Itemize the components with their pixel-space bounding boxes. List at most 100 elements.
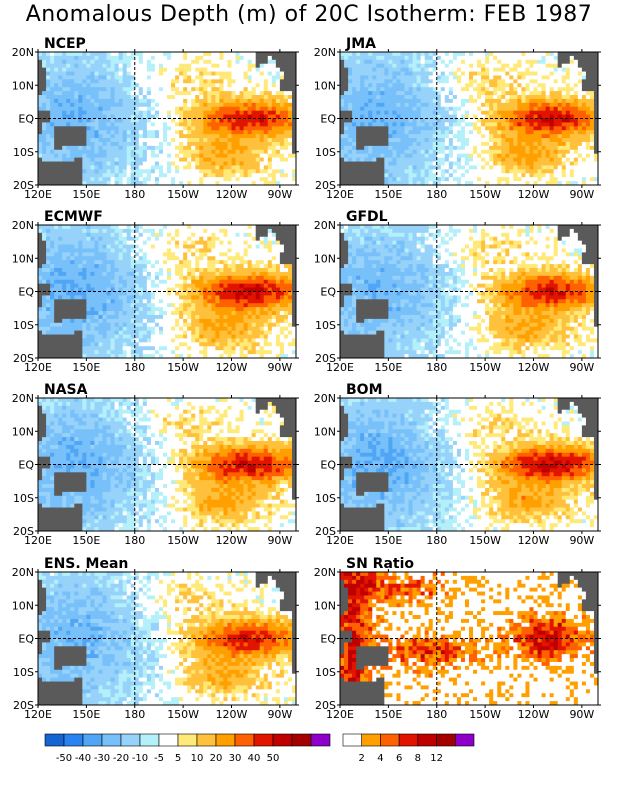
heatmap-cell xyxy=(537,181,543,185)
heatmap-cell xyxy=(501,181,506,185)
heatmap-cell xyxy=(142,157,148,163)
heatmap-cell xyxy=(110,244,116,250)
heatmap-cell xyxy=(267,232,273,238)
heatmap-cell xyxy=(501,126,506,131)
heatmap-cell xyxy=(593,181,598,185)
heatmap-cell xyxy=(239,106,245,112)
heatmap-cell xyxy=(203,161,208,167)
heatmap-cell xyxy=(142,83,148,88)
heatmap-cell xyxy=(175,260,180,265)
heatmap-cell xyxy=(408,138,414,143)
heatmap-cell xyxy=(219,138,225,143)
heatmap-cell xyxy=(376,141,381,147)
heatmap-cell xyxy=(521,102,527,108)
heatmap-cell xyxy=(565,130,571,135)
heatmap-cell xyxy=(62,248,67,253)
heatmap-cell xyxy=(340,114,345,120)
heatmap-cell xyxy=(54,83,59,88)
heatmap-cell xyxy=(154,141,160,147)
heatmap-cell xyxy=(537,95,543,100)
heatmap-cell xyxy=(428,59,434,65)
heatmap-cell xyxy=(436,91,442,96)
heatmap-cell xyxy=(444,71,450,77)
heatmap-cell xyxy=(175,79,180,84)
heatmap-cell xyxy=(275,228,281,234)
heatmap-cell xyxy=(66,153,71,159)
heatmap-cell xyxy=(255,79,261,84)
heatmap-cell xyxy=(114,134,120,139)
heatmap-cell xyxy=(74,83,79,88)
heatmap-cell xyxy=(195,122,200,127)
heatmap-cell xyxy=(199,59,204,65)
heatmap-cell xyxy=(46,75,51,80)
heatmap-cell xyxy=(78,149,83,155)
heatmap-cell xyxy=(110,71,116,77)
heatmap-cell xyxy=(577,67,583,73)
heatmap-cell xyxy=(593,106,598,112)
heatmap-cell xyxy=(167,248,172,253)
heatmap-cell xyxy=(271,63,277,69)
heatmap-cell xyxy=(38,59,43,65)
heatmap-cell xyxy=(436,102,442,108)
heatmap-cell xyxy=(279,256,285,261)
heatmap-cell xyxy=(195,138,200,143)
heatmap-cell xyxy=(356,55,361,61)
heatmap-cell xyxy=(195,153,200,159)
heatmap-cell xyxy=(392,141,398,147)
heatmap-cell xyxy=(352,153,357,159)
heatmap-cell xyxy=(569,134,575,139)
heatmap-cell xyxy=(179,225,184,230)
heatmap-cell xyxy=(70,165,75,170)
heatmap-cell xyxy=(283,240,289,246)
heatmap-cell xyxy=(545,63,551,69)
heatmap-cell xyxy=(215,98,221,104)
heatmap-cell xyxy=(271,138,277,143)
heatmap-cell xyxy=(38,75,43,80)
heatmap-cell xyxy=(126,71,132,77)
heatmap-cell xyxy=(86,79,92,84)
heatmap-cell xyxy=(460,106,466,112)
heatmap-cell xyxy=(432,79,438,84)
heatmap-cell xyxy=(481,165,486,170)
heatmap-cell xyxy=(62,157,67,163)
heatmap-cell xyxy=(138,157,144,163)
heatmap-cell xyxy=(573,122,579,127)
heatmap-cell xyxy=(167,149,172,155)
heatmap-cell xyxy=(408,181,414,185)
heatmap-cell xyxy=(78,122,83,127)
heatmap-cell xyxy=(126,157,132,163)
heatmap-cell xyxy=(171,141,176,147)
heatmap-cell xyxy=(513,55,518,61)
heatmap-cell xyxy=(251,122,257,127)
heatmap-cell xyxy=(154,110,160,116)
heatmap-cell xyxy=(565,52,571,57)
heatmap-cell xyxy=(436,177,442,182)
heatmap-cell xyxy=(420,71,426,77)
heatmap-cell xyxy=(372,67,377,73)
heatmap-cell xyxy=(412,52,418,57)
heatmap-cell xyxy=(477,63,482,69)
heatmap-cell xyxy=(243,126,249,131)
heatmap-cell xyxy=(501,165,506,170)
heatmap-cell xyxy=(420,161,426,167)
y-tick-label: 10S xyxy=(13,146,34,159)
heatmap-cell xyxy=(38,79,43,84)
heatmap-cell xyxy=(549,67,555,73)
heatmap-cell xyxy=(146,252,152,257)
heatmap-cell xyxy=(227,138,233,143)
heatmap-cell xyxy=(477,122,482,127)
heatmap-cell xyxy=(408,98,414,104)
heatmap-cell xyxy=(420,67,426,73)
heatmap-cell xyxy=(505,138,510,143)
heatmap-cell xyxy=(207,134,212,139)
heatmap-cell xyxy=(94,110,100,116)
heatmap-cell xyxy=(275,232,281,238)
heatmap-cell xyxy=(529,55,535,61)
heatmap-cell xyxy=(191,79,196,84)
heatmap-cell xyxy=(118,52,124,57)
heatmap-cell xyxy=(122,138,128,143)
heatmap-cell xyxy=(255,157,261,163)
heatmap-cell xyxy=(521,63,527,69)
heatmap-cell xyxy=(38,95,43,100)
